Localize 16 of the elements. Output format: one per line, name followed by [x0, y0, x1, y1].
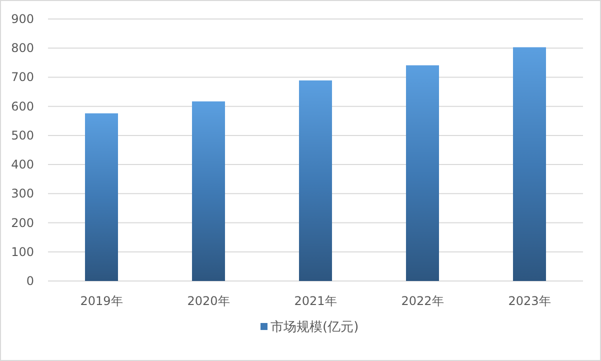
y-tick-label: 800	[11, 41, 34, 56]
x-tick-label: 2021年	[294, 294, 337, 308]
y-tick-label: 100	[11, 244, 34, 259]
y-tick-label: 600	[11, 99, 34, 114]
legend-label: 市场规模(亿元)	[270, 320, 359, 335]
y-tick-label: 700	[11, 70, 34, 84]
y-tick-label: 300	[11, 186, 34, 201]
x-tick-label: 2020年	[187, 294, 230, 308]
x-tick-label: 2023年	[508, 294, 551, 308]
y-tick-label: 500	[11, 128, 34, 142]
y-tick-label: 400	[11, 158, 34, 172]
y-tick-label: 0	[26, 274, 34, 288]
x-tick-label: 2022年	[401, 294, 444, 308]
y-tick-label: 900	[11, 12, 34, 26]
y-tick-label: 200	[11, 216, 34, 230]
x-tick-label: 2019年	[80, 294, 123, 308]
